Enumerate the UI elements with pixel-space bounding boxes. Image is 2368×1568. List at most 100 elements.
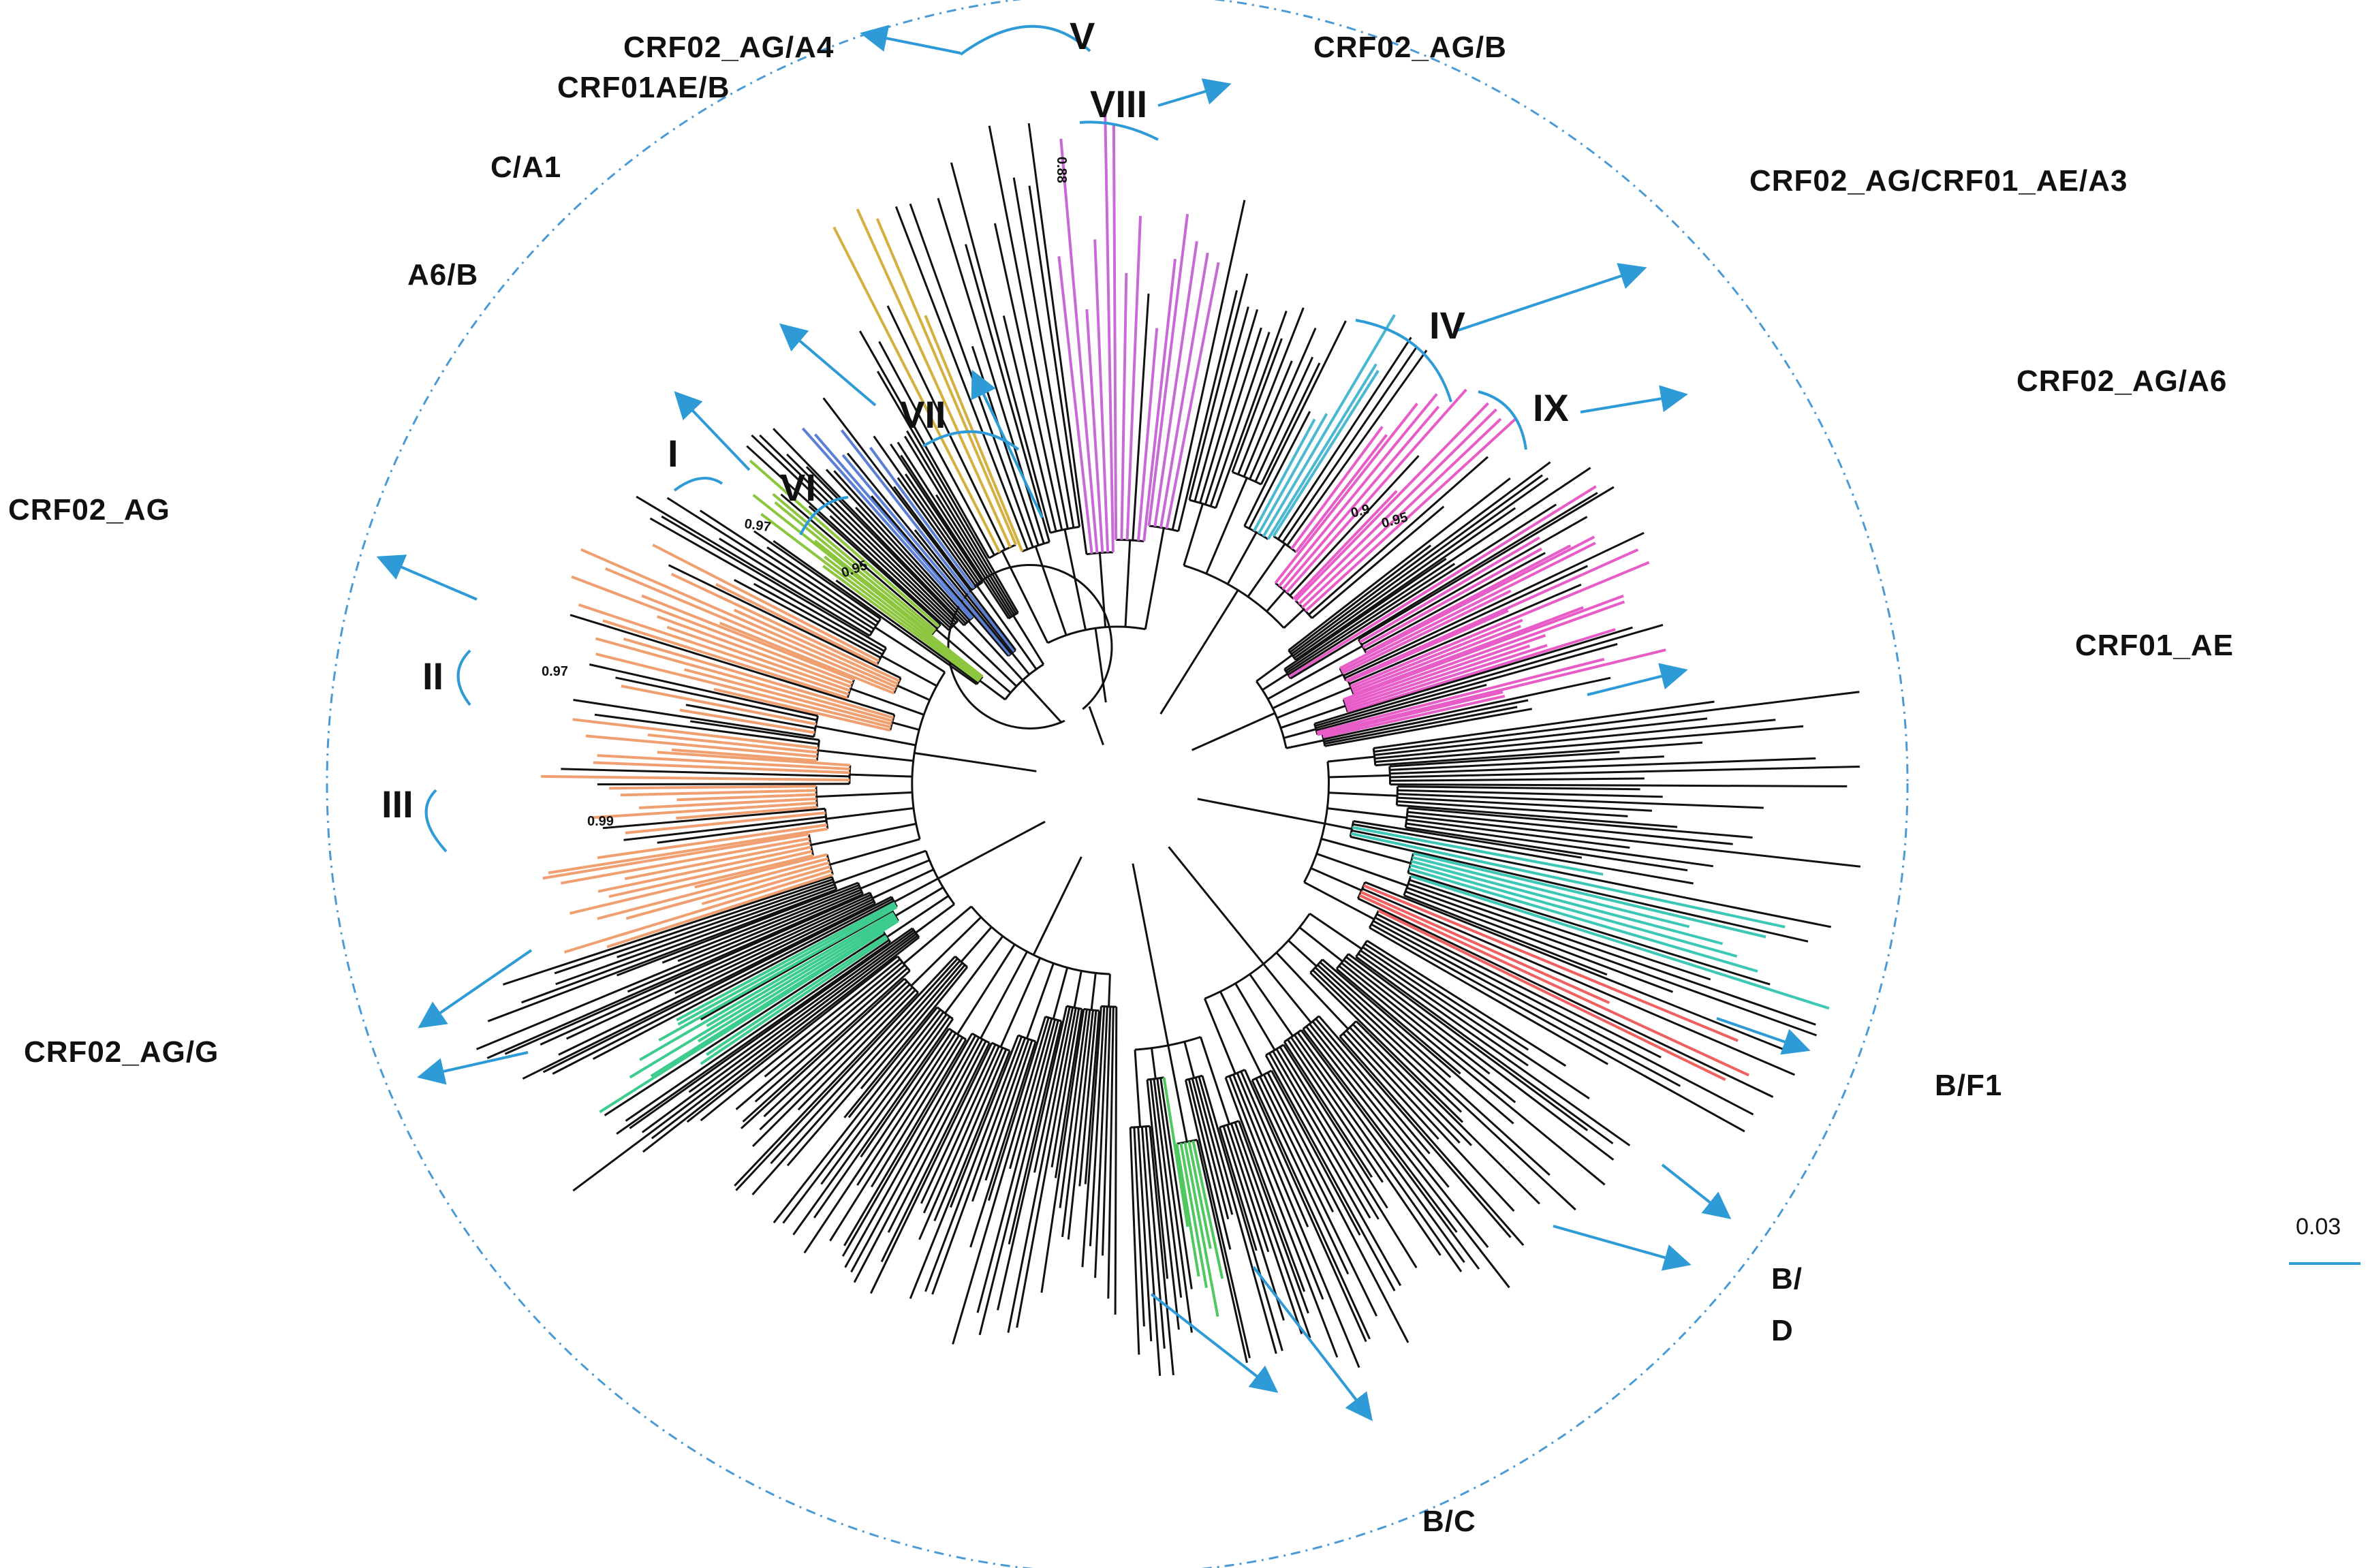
label-b-f1: B/F1 — [1935, 1069, 2002, 1102]
branch — [886, 895, 950, 938]
branch — [1201, 1075, 1283, 1351]
branch — [813, 1018, 954, 1219]
branch — [869, 446, 976, 589]
branch — [1188, 273, 1249, 501]
branch — [592, 900, 894, 1061]
branch — [952, 625, 1018, 687]
branch — [1309, 972, 1464, 1123]
branch — [1390, 777, 1645, 782]
branch — [1369, 926, 1608, 1065]
branch — [742, 970, 911, 1123]
branch — [1089, 1006, 1106, 1246]
branch — [1352, 826, 1604, 876]
branch — [759, 434, 955, 625]
branch — [1249, 973, 1294, 1037]
branch — [952, 1017, 1050, 1345]
branch — [1341, 962, 1516, 1103]
branch — [1183, 1041, 1196, 1078]
branch — [780, 493, 938, 629]
branch — [965, 244, 1050, 543]
branch — [894, 886, 944, 917]
branch — [1209, 332, 1271, 507]
branch — [843, 1039, 967, 1246]
scale-bar-label: 0.03 — [2296, 1214, 2341, 1240]
branch — [1032, 924, 1050, 956]
clade-label-iii: III — [381, 783, 414, 826]
branch — [1305, 1026, 1510, 1289]
branch — [972, 820, 1046, 862]
branch — [971, 1039, 1030, 1202]
clade-bracket-icon — [456, 649, 471, 706]
branch — [853, 1039, 984, 1283]
branch — [625, 861, 830, 920]
branch — [734, 992, 919, 1187]
branch — [1290, 461, 1551, 655]
branch — [1262, 672, 1288, 691]
branch — [542, 832, 809, 880]
branch — [1251, 1069, 1273, 1082]
branch — [978, 1020, 1059, 1336]
branch — [1341, 589, 1512, 675]
branch — [869, 618, 882, 637]
branch — [1283, 728, 1317, 739]
branch — [1153, 1078, 1183, 1298]
branch — [624, 841, 811, 881]
tree-tips — [476, 111, 1861, 1377]
branch — [1256, 680, 1288, 749]
branch — [924, 1036, 1023, 1292]
branch — [922, 1046, 1000, 1214]
branch — [829, 838, 920, 866]
branch — [772, 492, 937, 632]
branch — [638, 797, 817, 809]
branch — [1406, 886, 1818, 1037]
branch — [1016, 1007, 1077, 1328]
branch — [914, 752, 949, 759]
branch — [1237, 307, 1305, 475]
branch — [871, 495, 1010, 657]
branch — [897, 441, 1012, 618]
branch — [1011, 652, 1031, 676]
branch — [1352, 823, 1694, 885]
branch — [1357, 897, 1774, 1098]
branch — [1274, 403, 1418, 584]
branch — [1267, 645, 1363, 700]
branch — [719, 621, 895, 695]
branch — [1353, 820, 1583, 859]
branch — [801, 427, 973, 620]
branch — [1407, 883, 1816, 1026]
branch — [1389, 751, 1620, 768]
branch — [1191, 1078, 1230, 1220]
branch — [1294, 477, 1549, 659]
branch — [1347, 609, 1509, 683]
branch — [924, 850, 956, 905]
arrow-icon — [674, 391, 751, 471]
branch — [597, 845, 812, 893]
branch — [580, 548, 897, 689]
clade-label-vi: VI — [780, 466, 816, 509]
branch — [1315, 1018, 1431, 1155]
branch — [1147, 213, 1189, 527]
branch — [1368, 910, 1380, 928]
branch — [1057, 256, 1093, 554]
branch — [1362, 888, 1795, 1076]
branch — [833, 470, 971, 621]
branch — [1202, 589, 1239, 646]
branch — [1272, 1050, 1371, 1219]
branch — [666, 497, 875, 630]
branch — [886, 305, 1006, 550]
branch — [1316, 852, 1408, 887]
branch — [1339, 1035, 1525, 1246]
branch — [541, 774, 850, 782]
branch — [1375, 741, 1703, 767]
branch — [700, 937, 888, 1065]
clade-label-viii: VIII — [1090, 82, 1147, 125]
arrow-icon — [1457, 263, 1647, 332]
support-value: 0.95 — [1380, 510, 1409, 531]
branch — [1254, 356, 1314, 482]
branch — [623, 637, 894, 719]
branch — [1255, 1078, 1350, 1275]
branch — [1407, 872, 1771, 986]
arrow-icon — [1587, 663, 1688, 696]
label-a6-b: A6/B — [407, 258, 478, 292]
branch — [1407, 815, 1861, 868]
